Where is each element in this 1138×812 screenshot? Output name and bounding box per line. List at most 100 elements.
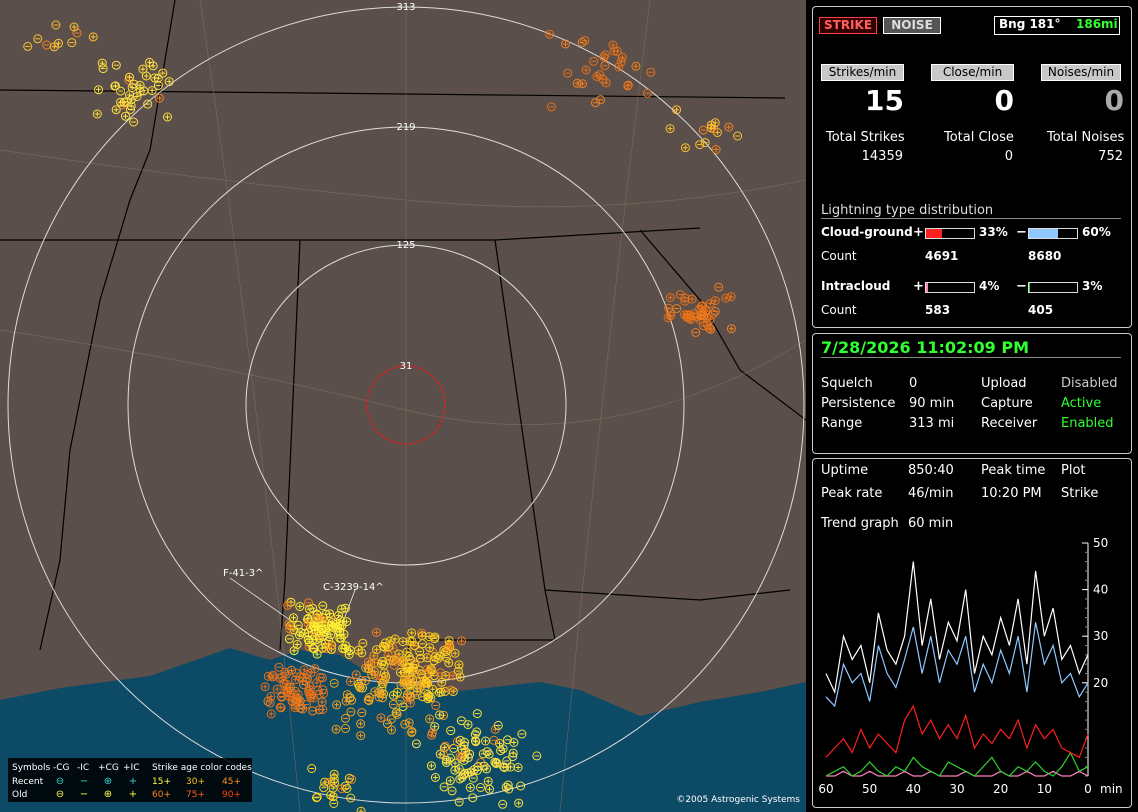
setting: 313 mi <box>909 416 955 431</box>
x-tick-label: 50 <box>862 782 877 796</box>
strike <box>305 685 315 695</box>
strike-sign <box>467 785 473 790</box>
strike <box>415 647 425 657</box>
strike <box>398 702 408 712</box>
strike <box>280 667 290 677</box>
strike <box>303 619 313 628</box>
strike-sign <box>296 632 302 638</box>
strike <box>317 673 327 683</box>
strike <box>293 695 303 705</box>
strike-sign <box>291 648 297 654</box>
strike <box>429 671 439 681</box>
strike <box>284 619 294 629</box>
dist-fill <box>926 283 928 292</box>
dist-count: 405 <box>1028 303 1054 317</box>
strike <box>289 646 299 656</box>
strike-sign <box>314 651 320 657</box>
strike <box>440 687 450 696</box>
strike <box>304 598 313 608</box>
strike-sign <box>346 652 352 657</box>
strike-sign <box>322 779 328 785</box>
strike <box>372 645 382 655</box>
bearing: Bng 181° <box>999 17 1061 31</box>
strike <box>465 783 475 792</box>
legend-symbol: + <box>129 776 137 787</box>
dist-sign: + <box>913 225 924 240</box>
strike-sign <box>436 690 442 695</box>
strike-sign <box>432 775 438 780</box>
strike <box>340 603 350 613</box>
strike <box>266 691 276 701</box>
strike-sign <box>465 770 471 776</box>
strike-sign <box>689 296 695 302</box>
strike-sign <box>726 124 732 130</box>
strike <box>332 700 342 710</box>
strike <box>23 41 33 51</box>
x-unit: min <box>1100 782 1123 796</box>
strike-sign <box>314 680 320 686</box>
ring-label: 219 <box>396 122 415 133</box>
strike-sign <box>334 702 340 708</box>
strike <box>699 321 708 331</box>
strike-sign <box>96 87 101 93</box>
strike <box>612 46 622 56</box>
strike-sign <box>667 295 673 301</box>
legend-header: Strike age color codes <box>152 763 252 773</box>
dist-count-label: Count <box>821 249 857 263</box>
strike-sign <box>610 42 616 48</box>
strike-sign <box>437 751 443 757</box>
setting: Enabled <box>1061 416 1114 431</box>
strike <box>353 645 363 655</box>
strike-sign <box>294 642 300 647</box>
strike-sign <box>603 80 609 86</box>
strike <box>402 647 412 657</box>
strike <box>312 612 322 622</box>
strike <box>295 696 305 706</box>
strike-sign <box>407 677 413 683</box>
rate-button[interactable]: Strikes/min <box>821 64 904 81</box>
strike-sign <box>547 31 553 37</box>
trend-span: 60 min <box>908 516 954 531</box>
strike-sign <box>465 722 471 728</box>
strike-sign <box>344 619 350 625</box>
strike <box>361 676 371 686</box>
strike <box>695 304 705 314</box>
strike <box>121 111 130 121</box>
strike <box>463 720 473 730</box>
strike-sign <box>274 686 280 692</box>
dist-bar <box>1028 228 1078 239</box>
strike-sign <box>333 726 339 732</box>
strike-sign <box>358 808 364 812</box>
legend-row: Recent <box>12 777 44 787</box>
strike-sign <box>418 683 424 689</box>
strike-sign <box>331 771 337 777</box>
rate-button[interactable]: Noises/min <box>1041 64 1121 81</box>
strike <box>283 600 293 610</box>
noise-button[interactable]: NOISE <box>883 17 941 34</box>
strike-sign <box>443 673 449 679</box>
strike-sign <box>314 614 320 620</box>
strike <box>417 669 427 679</box>
strike-sign <box>402 676 408 682</box>
dist-bar <box>925 228 975 239</box>
range-rings <box>7 6 805 804</box>
strike <box>435 710 444 720</box>
strike-sign <box>665 315 671 321</box>
dist-count: 4691 <box>925 249 959 263</box>
strike-sign <box>594 73 600 79</box>
strike-sign <box>396 651 402 657</box>
strike <box>275 702 285 712</box>
strike <box>563 68 573 78</box>
rate-value: 0 <box>994 84 1014 117</box>
strike <box>589 56 599 66</box>
strike-sign <box>338 635 344 641</box>
strike-sign <box>432 654 438 660</box>
total-value: 0 <box>1004 149 1013 164</box>
dist-count-label: Count <box>821 303 857 317</box>
rate-button[interactable]: Close/min <box>931 64 1014 81</box>
strike <box>434 688 444 697</box>
strike-sign <box>407 638 413 644</box>
strike-button[interactable]: STRIKE <box>819 17 877 34</box>
datetime: 7/28/2026 11:02:09 PM <box>821 338 1121 358</box>
